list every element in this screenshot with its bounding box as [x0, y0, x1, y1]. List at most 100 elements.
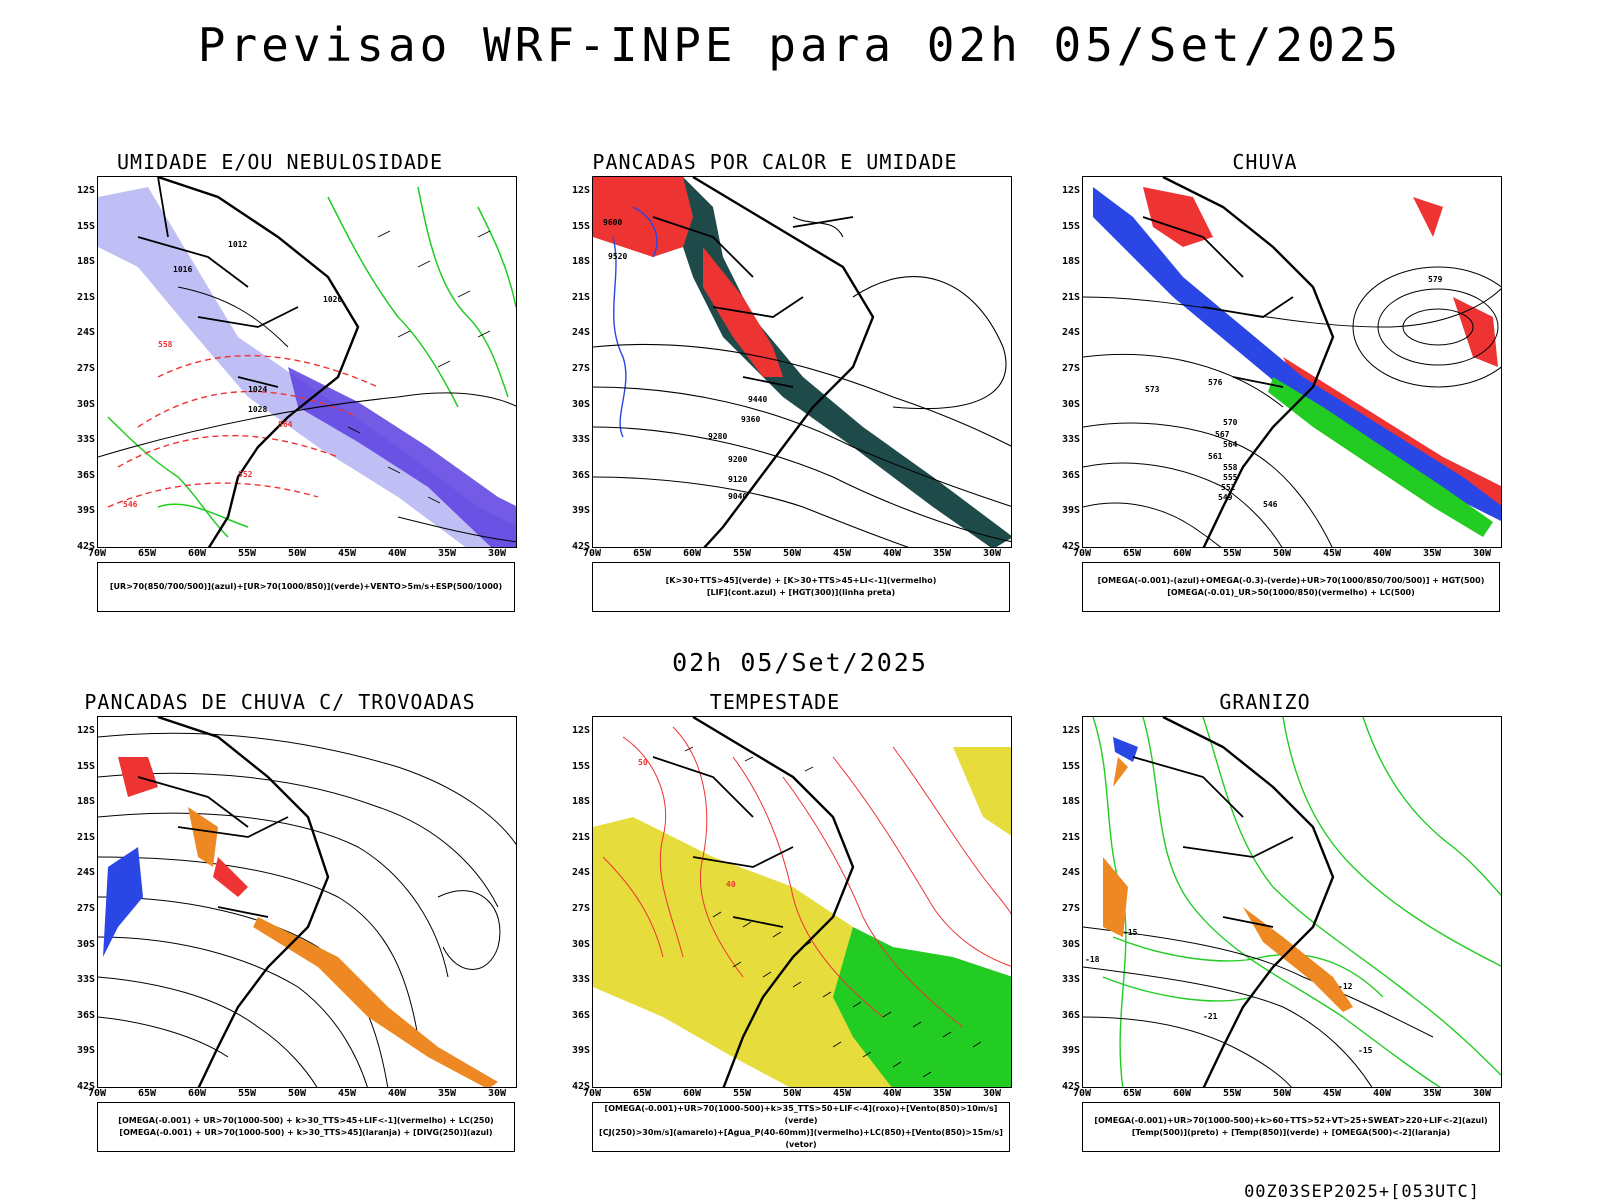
contour-label: 1012	[228, 240, 247, 249]
legend-line: [OMEGA(-0.001)-(azul)+OMEGA(-0.3)-(verde…	[1097, 576, 1485, 585]
longitude-label: 50W	[1272, 548, 1292, 559]
latitude-label: 15S	[1061, 220, 1080, 232]
panel-legend: [UR>70(850/700/500)](azul)+[UR>70(1000/8…	[97, 562, 515, 612]
forecast-map: 9600 9520 9440 9360 9280 9200 9120 9040	[592, 176, 1012, 548]
latitude-label: 36S	[1061, 469, 1080, 481]
latitude-label: 24S	[571, 327, 590, 339]
longitude-label: 65W	[137, 1088, 157, 1099]
contour-label: 558	[158, 340, 173, 349]
latitude-label: 42S	[571, 541, 590, 552]
latitude-label: 21S	[1061, 291, 1080, 303]
latitude-label: 12S	[571, 725, 590, 736]
panel-title: CHUVA	[1232, 150, 1298, 174]
longitude-label: 65W	[1122, 548, 1142, 559]
latitude-label: 39S	[1061, 1045, 1080, 1057]
latitude-label: 42S	[571, 1081, 590, 1092]
main-title: Previsao WRF-INPE para 02h 05/Set/2025	[197, 18, 1403, 72]
borders	[1142, 216, 1294, 388]
latitude-label: 24S	[571, 867, 590, 879]
latitude-label: 27S	[1061, 903, 1080, 914]
longitude-label: 30W	[982, 548, 1002, 559]
longitude-label: 45W	[832, 1088, 852, 1099]
longitude-label: 60W	[1172, 1088, 1192, 1099]
longitude-label: 35W	[437, 1088, 457, 1099]
borders	[652, 756, 794, 928]
latitude-label: 30S	[1061, 938, 1080, 950]
longitude-label: 40W	[387, 548, 407, 559]
latitude-label: 24S	[76, 867, 95, 879]
contour-label: 50	[638, 758, 648, 767]
latitude-label: 42S	[1061, 1081, 1080, 1092]
coastline	[692, 717, 855, 1087]
latitude-label: 21S	[76, 291, 95, 303]
panel-legend: [OMEGA(-0.001)-(azul)+OMEGA(-0.3)-(verde…	[1082, 562, 1500, 612]
legend-line: [OMEGA(-0.001) + UR>70(1000-500) + k>30_…	[118, 1116, 494, 1125]
latitude-label: 36S	[571, 469, 590, 481]
legend-line: [K>30+TTS>45](verde) + [K>30+TTS>45+LI<-…	[665, 576, 937, 585]
contour-label: 546	[123, 500, 138, 509]
longitude-label: 60W	[187, 1088, 207, 1099]
longitude-label: 45W	[1322, 548, 1342, 559]
longitude-label: 30W	[487, 548, 507, 559]
panel-tempestade: TEMPESTADE 40 50 [OMEGA(-0.001	[495, 690, 1012, 1170]
contour-label: 579	[1428, 275, 1443, 284]
longitude-label: 60W	[682, 548, 702, 559]
contour-label: 9520	[608, 252, 627, 261]
panel-title: TEMPESTADE	[709, 690, 841, 714]
latitude-label: 30S	[76, 938, 95, 950]
longitude-label: 45W	[337, 1088, 357, 1099]
latitude-label: 24S	[1061, 867, 1080, 879]
longitude-label: 55W	[1222, 548, 1242, 559]
panel-legend: [K>30+TTS>45](verde) + [K>30+TTS>45+LI<-…	[592, 562, 1010, 612]
contour-label: -21	[1203, 1012, 1218, 1021]
contour-label: 1028	[248, 405, 267, 414]
latitude-label: 21S	[571, 831, 590, 843]
forecast-map: 1012 1016 1020 1024 1028 546 552 558 564	[97, 176, 517, 548]
contour-label: 1024	[248, 385, 267, 394]
latitude-label: 12S	[1061, 185, 1080, 196]
contour-label: -15	[1123, 928, 1138, 937]
longitude-label: 40W	[882, 548, 902, 559]
latitude-label: 18S	[1061, 256, 1080, 268]
legend-line: [UR>70(850/700/500)](azul)+[UR>70(1000/8…	[109, 582, 503, 591]
latitude-label: 30S	[571, 938, 590, 950]
latitude-label: 12S	[1061, 725, 1080, 736]
latitude-label: 33S	[571, 974, 590, 986]
latitude-label: 27S	[76, 363, 95, 374]
longitude-label: 30W	[1472, 1088, 1492, 1099]
latitude-label: 15S	[76, 760, 95, 772]
latitude-label: 18S	[571, 256, 590, 268]
longitude-label: 70W	[1072, 548, 1092, 559]
latitude-label: 15S	[1061, 760, 1080, 772]
longitude-label: 45W	[337, 548, 357, 559]
longitude-label: 30W	[982, 1088, 1002, 1099]
legend-line: [Temp(500)](preto) + [Temp(850)](verde) …	[1131, 1128, 1451, 1137]
contour-label: 9200	[728, 455, 747, 464]
latitude-label: 39S	[1061, 505, 1080, 517]
contour-label: -12	[1338, 982, 1353, 991]
instability-teal	[663, 177, 1011, 547]
legend-line: [LIF](cont.azul) + [HGT(300)](linha pret…	[706, 588, 896, 597]
latitude-label: 39S	[76, 505, 95, 517]
latitude-label: 21S	[76, 831, 95, 843]
forecast-map: -12 -15 -15 -18 -21	[1082, 716, 1502, 1088]
latitude-label: 18S	[76, 796, 95, 808]
contour-label: 546	[1263, 500, 1278, 509]
contour-label: 558	[1223, 463, 1238, 472]
longitude-label: 55W	[237, 548, 257, 559]
latitude-label: 39S	[571, 1045, 590, 1057]
latitude-label: 24S	[1061, 327, 1080, 339]
contour-label: 9040	[728, 492, 747, 501]
latitude-label: 27S	[1061, 363, 1080, 374]
longitude-label: 70W	[582, 1088, 602, 1099]
panel-umidade: UMIDADE E/OU NEBULOSIDADE	[0, 150, 517, 630]
longitude-label: 35W	[437, 548, 457, 559]
latitude-label: 21S	[571, 291, 590, 303]
panel-legend: [OMEGA(-0.001) + UR>70(1000-500) + k>30_…	[97, 1102, 515, 1152]
latitude-label: 36S	[571, 1009, 590, 1021]
coastline	[157, 177, 360, 547]
longitude-label: 55W	[237, 1088, 257, 1099]
hail-blue	[1113, 737, 1138, 762]
latitude-label: 27S	[571, 903, 590, 914]
contour-label: 9440	[748, 395, 767, 404]
